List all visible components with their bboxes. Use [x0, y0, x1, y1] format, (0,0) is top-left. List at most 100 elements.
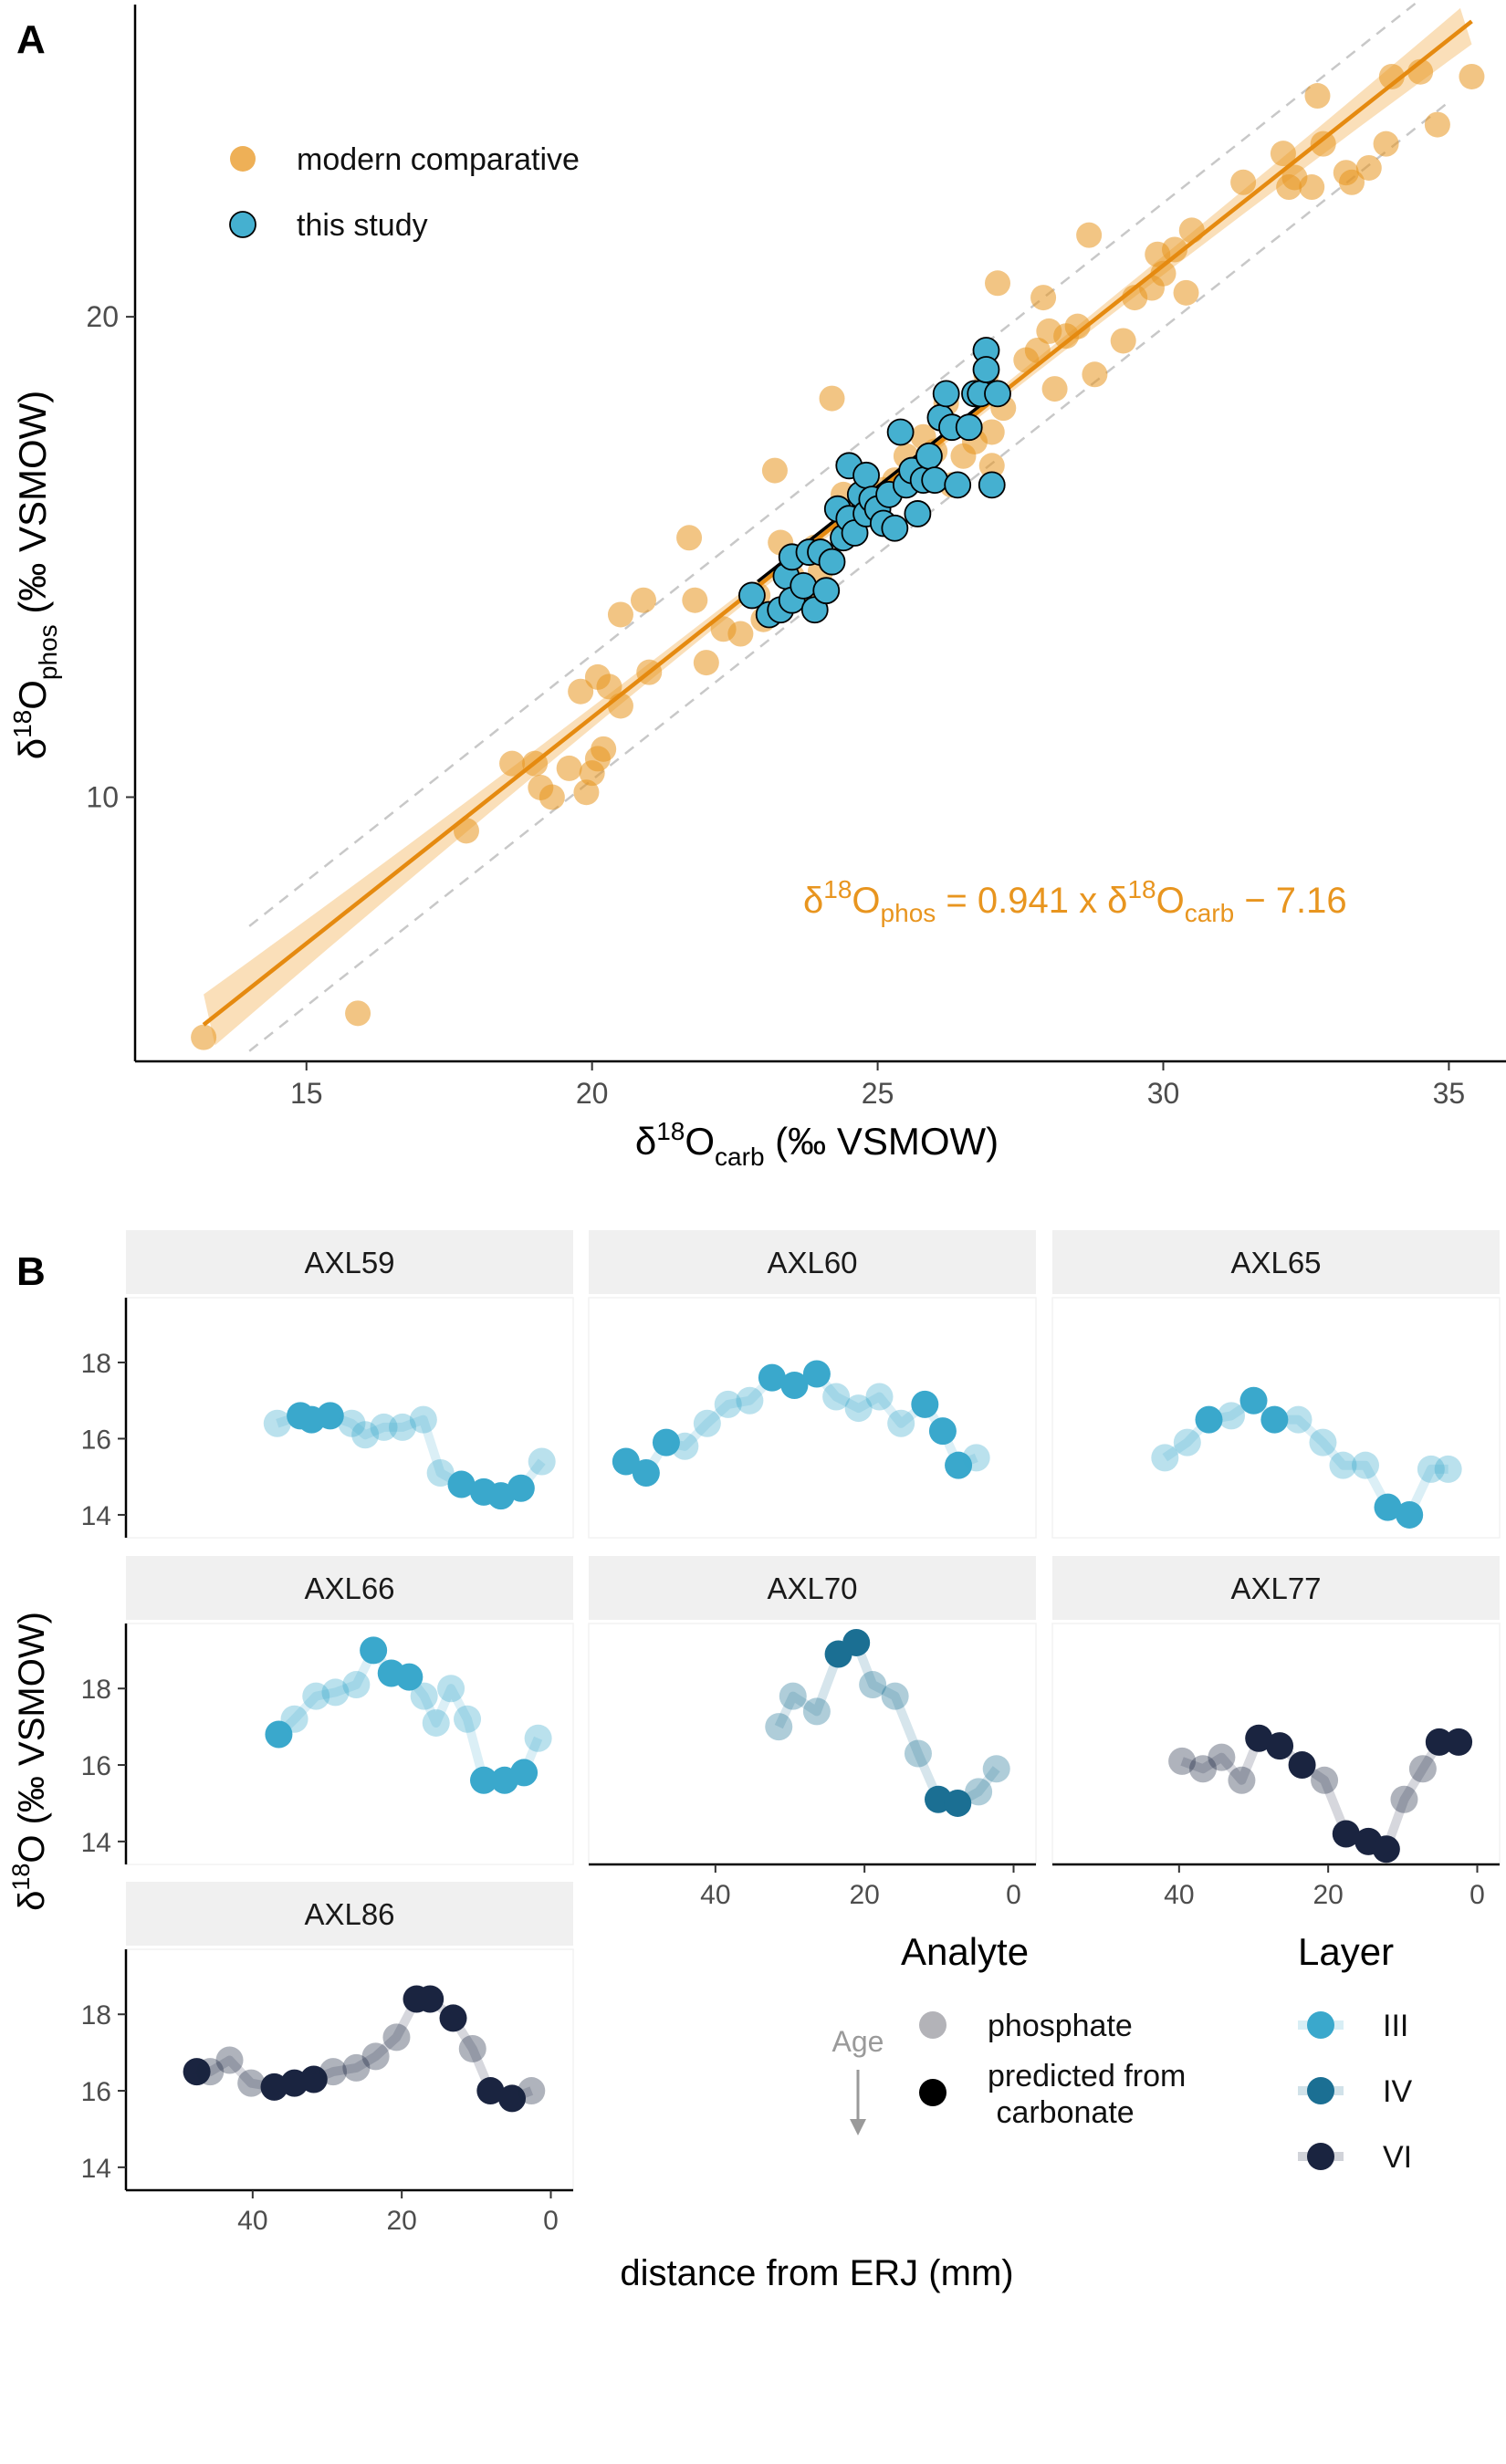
- this-study-point: [972, 356, 1000, 383]
- modern-point: [1339, 169, 1365, 195]
- facet-panel-border: [588, 1297, 1037, 1539]
- predicted-point: [1425, 1728, 1453, 1756]
- predicted-point: [183, 2058, 211, 2086]
- facet-axl65: AXL65: [1051, 1230, 1501, 1539]
- facet-axl86: AXL86 14 16 18 40 20 0: [81, 1882, 574, 2236]
- phosphate-point: [458, 2034, 486, 2062]
- layer-legend-title: Layer: [1298, 1930, 1394, 1973]
- phosphate-point: [437, 1675, 465, 1703]
- phosphate-point: [1208, 1743, 1236, 1771]
- predicted-point: [439, 2004, 467, 2032]
- facet-x-tick-label: 40: [1164, 1880, 1194, 1910]
- phosphate-point: [881, 1682, 909, 1710]
- facet-series-line: [196, 1994, 534, 2104]
- predicted-point: [316, 1402, 344, 1430]
- predicted-point: [632, 1459, 660, 1488]
- x-tick-label: 30: [1147, 1077, 1180, 1110]
- phosphate-point: [237, 2069, 266, 2097]
- analyte-phosphate-swatch: [919, 2011, 946, 2039]
- modern-point: [499, 750, 526, 777]
- modern-point: [591, 736, 617, 762]
- facet-y-tick-label: 14: [81, 2154, 111, 2184]
- facet-strip-label: AXL60: [767, 1246, 857, 1279]
- predicted-point: [944, 1789, 972, 1817]
- phosphate-point: [1352, 1451, 1379, 1479]
- phosphate-point: [388, 1413, 416, 1441]
- phosphate-point: [1228, 1766, 1256, 1794]
- facet-y-tick-label: 14: [81, 1501, 111, 1531]
- facet-axl66: AXL66 14 16 18: [81, 1556, 574, 1865]
- modern-point: [1173, 279, 1199, 306]
- facet-grid: AXL59 14 16 18 AXL60 AXL65 AXL66 14 16 18 AXL70 40 2…: [81, 1230, 1501, 2236]
- modern-point: [1064, 313, 1091, 339]
- modern-point: [1355, 154, 1382, 181]
- predicted-point: [507, 1474, 535, 1502]
- predicted-point: [1372, 1835, 1400, 1864]
- phosphate-point: [1390, 1785, 1418, 1813]
- this-study-point: [984, 380, 1011, 408]
- phosphate-point: [361, 2042, 390, 2071]
- layer-swatches: [1298, 2011, 1344, 2170]
- phosphate-point: [982, 1755, 1010, 1783]
- predicted-point: [928, 1417, 957, 1446]
- modern-point: [693, 650, 719, 676]
- modern-point: [596, 673, 622, 700]
- facet-strip: [1052, 1230, 1500, 1294]
- y-tick-label: 10: [86, 781, 119, 814]
- facet-panel-border: [125, 1623, 574, 1865]
- modern-point: [1082, 361, 1108, 388]
- phosphate-point: [962, 1444, 990, 1472]
- facet-x-tick-label: 40: [237, 2206, 267, 2236]
- predicted-point: [1396, 1500, 1424, 1529]
- this-study-point: [812, 577, 841, 605]
- facet-x-tick-label: 20: [1313, 1880, 1343, 1910]
- modern-point: [1030, 285, 1057, 311]
- modern-point: [1373, 131, 1399, 157]
- predicted-point: [416, 1985, 444, 2013]
- predicted-point: [447, 1470, 476, 1498]
- predicted-point: [802, 1360, 831, 1388]
- phosphate-point: [693, 1409, 721, 1437]
- modern-point: [978, 453, 1005, 479]
- analyte-phosphate-label: phosphate: [988, 2009, 1133, 2043]
- analyte-predicted-label-line2: carbonate: [988, 2095, 1135, 2130]
- layer-VI-label: VI: [1383, 2140, 1412, 2175]
- phosphate-point: [321, 1678, 350, 1707]
- predicted-point: [470, 1766, 497, 1794]
- facet-strip-label: AXL77: [1230, 1571, 1321, 1605]
- predicted-point: [1245, 1724, 1273, 1752]
- this-study-point: [915, 442, 943, 470]
- phosphate-point: [965, 1778, 993, 1806]
- modern-point: [1299, 174, 1325, 201]
- modern-point: [1270, 141, 1296, 167]
- modern-point: [761, 457, 788, 484]
- this-study-point: [944, 471, 972, 499]
- facet-y-tick-label: 18: [81, 1349, 111, 1379]
- this-study-points: [738, 337, 1011, 629]
- phosphate-point: [865, 1383, 894, 1411]
- modern-point: [985, 270, 1011, 297]
- age-indicator: Age: [832, 2025, 884, 2135]
- legend-this-study-swatch: [229, 211, 256, 238]
- modern-point: [819, 385, 845, 412]
- facet-y-tick-label: 16: [81, 1425, 111, 1455]
- facet-strip: [126, 1556, 573, 1620]
- this-study-point: [904, 500, 932, 527]
- modern-point: [1024, 337, 1051, 363]
- phosphate-point: [342, 2053, 371, 2082]
- this-study-point: [852, 461, 880, 489]
- phosphate-point: [822, 1383, 851, 1411]
- y-tick-label: 20: [86, 300, 119, 333]
- modern-point: [1378, 63, 1405, 89]
- this-study-point: [738, 581, 766, 610]
- phosphate-point: [263, 1409, 291, 1437]
- phosphate-point: [215, 2046, 244, 2074]
- phosphate-point: [887, 1409, 915, 1437]
- this-study-point: [790, 572, 818, 600]
- panel-a-label: A: [16, 17, 46, 62]
- predicted-point: [1239, 1386, 1268, 1415]
- facet-strip-label: AXL59: [304, 1246, 394, 1279]
- phosphate-point: [1408, 1755, 1437, 1783]
- this-study-point: [932, 380, 960, 408]
- predicted-point: [1195, 1405, 1223, 1434]
